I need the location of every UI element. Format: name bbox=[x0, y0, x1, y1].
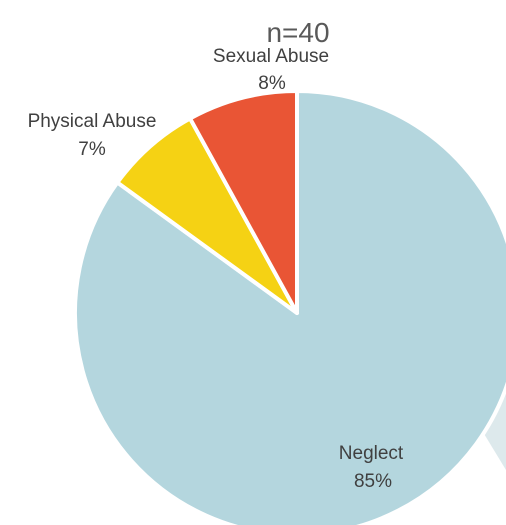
slice-percent-neglect: 85% bbox=[354, 471, 392, 492]
pie-slice-neglect bbox=[73, 89, 506, 525]
pie-slices bbox=[73, 89, 506, 525]
chart-title: n=40 bbox=[266, 17, 329, 48]
pie-slice-sexual-abuse bbox=[188, 89, 299, 315]
slice-label-neglect: Neglect bbox=[339, 443, 404, 464]
slice-percent-physical-abuse: 7% bbox=[78, 139, 106, 160]
slice-percent-sexual-abuse: 8% bbox=[258, 73, 286, 94]
slice-label-sexual-abuse: Sexual Abuse bbox=[213, 46, 329, 67]
slice-label-physical-abuse: Physical Abuse bbox=[28, 111, 157, 132]
